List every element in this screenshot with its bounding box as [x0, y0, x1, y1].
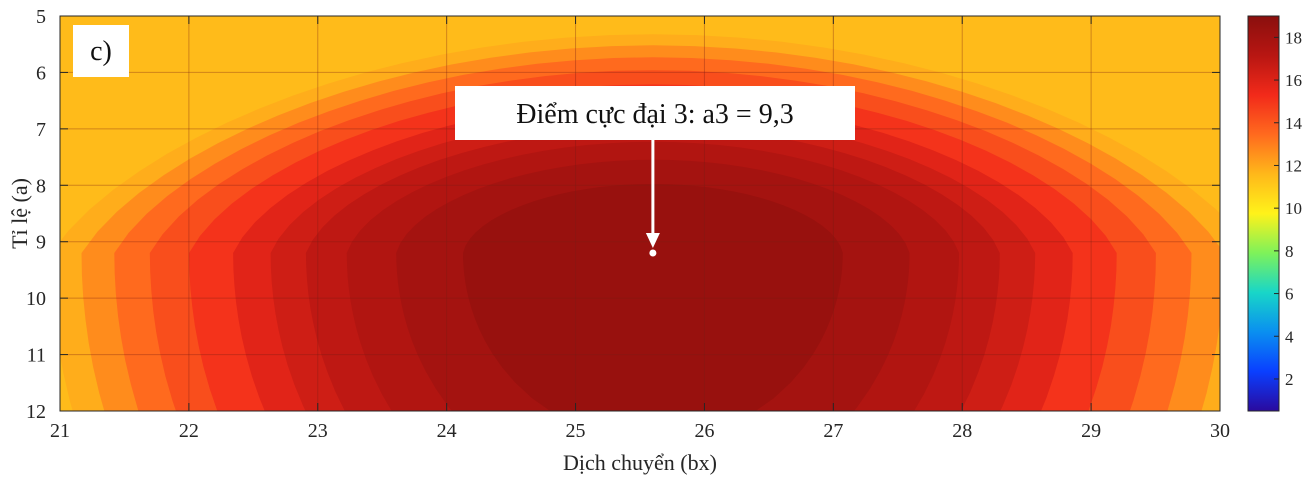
- annotation: Điểm cực đại 3: a3 = 9,3: [455, 86, 855, 257]
- x-axis-label: Dịch chuyển (bx): [563, 450, 717, 475]
- y-tick-label: 10: [26, 288, 46, 310]
- panel-label: c): [90, 36, 112, 67]
- y-tick-label: 12: [26, 401, 46, 423]
- colorbar-tick-label: 18: [1285, 28, 1302, 47]
- x-tick-label: 22: [179, 420, 199, 442]
- colorbar-tick-label: 14: [1285, 114, 1303, 133]
- plot-frame: [59, 15, 1221, 412]
- x-axis: 21 22 23 24 25 26 27 28 29 30: [50, 16, 1230, 442]
- colorbar-tick-label: 10: [1285, 199, 1302, 218]
- colorbar-tick-label: 8: [1285, 242, 1294, 261]
- x-tick-label: 21: [50, 420, 70, 442]
- x-tick-label: 28: [952, 420, 972, 442]
- colorbar-tick-label: 6: [1285, 285, 1294, 304]
- panel-label-box: c): [73, 25, 129, 77]
- colorbar-scale: [1247, 15, 1280, 412]
- y-tick-label: 9: [36, 232, 46, 254]
- x-tick-label: 26: [694, 420, 714, 442]
- colorbar-tick-label: 16: [1285, 71, 1302, 90]
- x-tick-label: 24: [437, 420, 457, 442]
- colorbar: 2 4 6 8 10 12 14 16 18: [1247, 15, 1303, 412]
- colorbar-tick-label: 4: [1285, 327, 1294, 346]
- annotation-box: [455, 86, 855, 140]
- y-tick-label: 11: [27, 345, 46, 367]
- annotation-arrow-head: [645, 233, 660, 248]
- plot-area: [60, 16, 1220, 411]
- colorbar-tick-label: 12: [1285, 156, 1302, 175]
- y-tick-label: 5: [36, 6, 46, 28]
- colorbar-ticks: 2 4 6 8 10 12 14 16 18: [1274, 28, 1303, 389]
- y-axis-label: Tỉ lệ (a): [7, 178, 32, 249]
- contour-band: [463, 184, 843, 411]
- peak-marker: [649, 249, 657, 257]
- y-tick-label: 7: [36, 119, 46, 141]
- y-axis: 5 6 7 8 9 10 11 12: [26, 6, 1220, 423]
- x-tick-label: 30: [1210, 420, 1230, 442]
- colorbar-tick-label: 2: [1285, 370, 1294, 389]
- x-tick-label: 25: [566, 420, 586, 442]
- y-tick-label: 8: [36, 175, 46, 197]
- x-tick-label: 27: [823, 420, 843, 442]
- y-tick-label: 6: [36, 62, 46, 84]
- annotation-text: Điểm cực đại 3: a3 = 9,3: [516, 99, 793, 130]
- x-tick-label: 29: [1081, 420, 1101, 442]
- x-tick-label: 23: [308, 420, 328, 442]
